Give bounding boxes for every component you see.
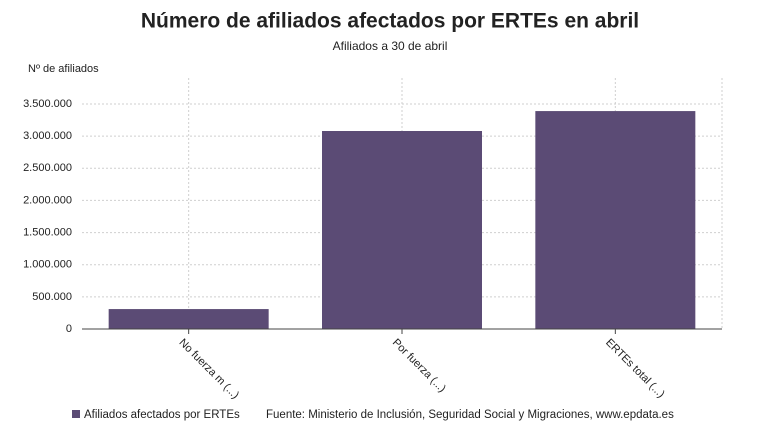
y-tick-label: 3.500.000 xyxy=(23,98,72,110)
source: Fuente: Ministerio de Inclusión, Segurid… xyxy=(266,409,674,421)
y-axis-label: Nº de afiliados xyxy=(28,63,99,75)
chart-title: Número de afiliados afectados por ERTEs … xyxy=(141,10,639,33)
y-tick-label: 500.000 xyxy=(32,291,72,303)
y-tick-label: 1.000.000 xyxy=(23,259,72,271)
bar xyxy=(108,309,269,329)
y-tick-label: 2.500.000 xyxy=(23,162,72,174)
y-tick-label: 2.000.000 xyxy=(23,194,72,206)
y-tick-label: 1.500.000 xyxy=(23,226,72,238)
x-tick-label: ERTEs total (...) xyxy=(603,337,667,401)
x-tick-label: No fuerza m (...) xyxy=(176,337,241,402)
chart-subtitle: Afiliados a 30 de abril xyxy=(333,39,448,53)
bar xyxy=(322,131,482,329)
legend-label: Afiliados afectados por ERTEs xyxy=(84,409,240,421)
legend-swatch xyxy=(72,410,80,418)
y-tick-label: 3.000.000 xyxy=(23,130,72,142)
y-tick-label: 0 xyxy=(66,323,72,335)
bar xyxy=(535,111,696,329)
x-tick-label: Por fuerza (...) xyxy=(390,337,448,395)
